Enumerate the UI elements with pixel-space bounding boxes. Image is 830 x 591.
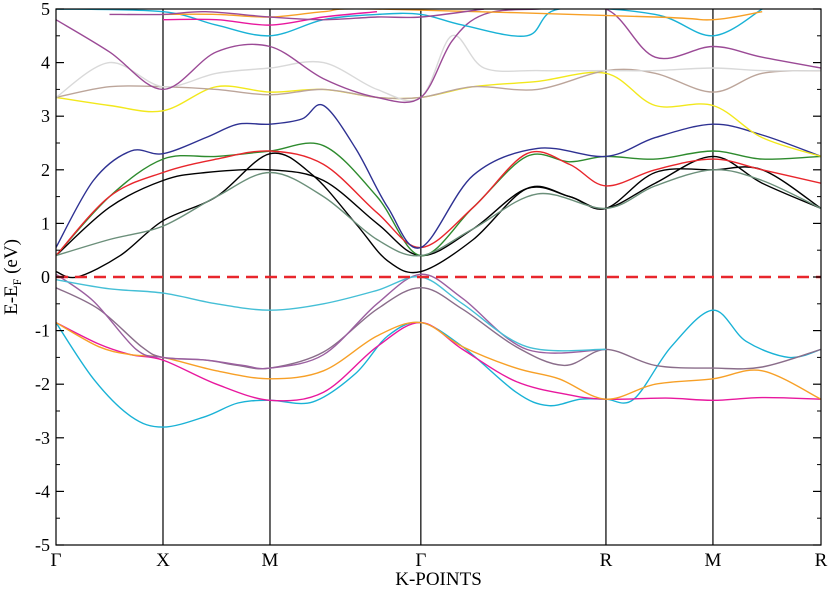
y-axis-ticks: -5 -4 -3 -2 -1 0 1 2 3 4 5 — [35, 0, 821, 555]
y-tick-label: -5 — [35, 535, 50, 555]
x-axis-label: K-POINTS — [395, 569, 482, 590]
y-tick-label: -2 — [35, 374, 50, 394]
y-tick-label: 3 — [41, 106, 50, 126]
band-line-15 — [56, 34, 821, 102]
y-axis-label-base: E-E — [1, 285, 22, 315]
y-axis-label-sub: F — [10, 278, 24, 285]
band-line-18 — [162, 9, 763, 21]
y-tick-label: -4 — [35, 481, 50, 501]
y-tick-label: 0 — [41, 267, 50, 287]
y-tick-label: 4 — [41, 53, 50, 73]
band-line-20 — [109, 9, 485, 21]
band-lines — [56, 9, 821, 428]
band-line-10 — [56, 150, 821, 257]
band-line-6 — [56, 276, 606, 352]
x-tick-label: M — [704, 550, 721, 571]
band-line-7 — [56, 152, 821, 279]
band-line-3 — [56, 321, 821, 400]
band-line-14 — [56, 68, 821, 100]
y-axis-label: E-EF (eV) — [1, 239, 24, 315]
band-line-19 — [162, 11, 378, 26]
band-line-13 — [56, 71, 821, 158]
x-tick-label: M — [262, 550, 279, 571]
y-tick-label: -3 — [35, 428, 50, 448]
band-line-2 — [56, 321, 821, 402]
band-line-9 — [56, 142, 821, 257]
band-line-12 — [56, 103, 821, 249]
x-tick-label: Γ — [51, 550, 62, 571]
y-tick-label: 2 — [41, 160, 50, 180]
x-tick-label: Γ — [415, 550, 426, 571]
y-axis-label-unit: (eV) — [1, 239, 22, 279]
band-line-5 — [56, 273, 606, 370]
band-line-17 — [56, 9, 763, 37]
band-line-4 — [56, 286, 821, 370]
x-tick-label: R — [600, 550, 613, 571]
band-line-16 — [56, 9, 821, 104]
x-tick-label: X — [156, 550, 170, 571]
band-line-1 — [56, 309, 821, 428]
y-tick-label: 1 — [41, 213, 50, 233]
band-line-11 — [56, 169, 821, 257]
band-line-8 — [56, 166, 821, 257]
y-tick-label: 5 — [41, 0, 50, 19]
x-tick-label: R — [815, 550, 828, 571]
y-tick-label: -1 — [35, 321, 50, 341]
